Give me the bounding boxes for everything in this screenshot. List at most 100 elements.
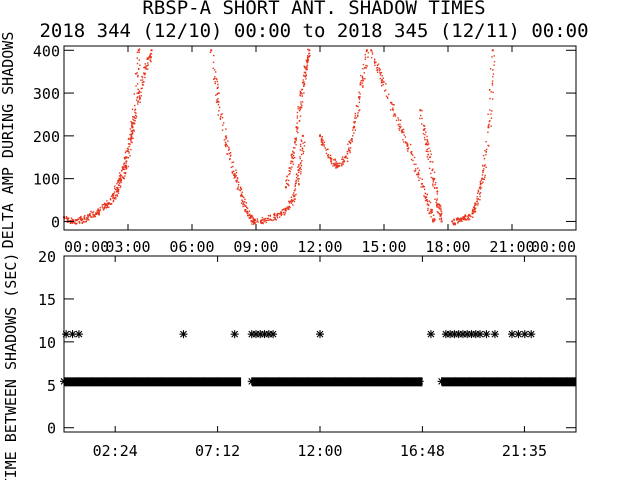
delta-amp-point [298, 163, 300, 166]
upper-asterisk [269, 330, 278, 339]
delta-amp-point [468, 218, 471, 220]
delta-amp-point [217, 83, 219, 86]
delta-amp-point [358, 97, 360, 99]
delta-amp-point [424, 192, 426, 194]
delta-amp-point [341, 158, 343, 160]
delta-amp-point [134, 122, 136, 125]
delta-amp-point [424, 196, 426, 198]
delta-amp-point [371, 51, 373, 53]
delta-amp-point [397, 117, 399, 119]
delta-amp-point [114, 185, 116, 187]
delta-amp-point [215, 77, 217, 80]
delta-amp-point [301, 140, 303, 142]
delta-amp-point [265, 221, 267, 224]
delta-amp-point [306, 56, 309, 59]
delta-amp-point [373, 60, 376, 62]
delta-amp-point [303, 81, 305, 83]
delta-amp-point [109, 199, 112, 201]
delta-amp-point [252, 217, 254, 219]
delta-amp-point [261, 222, 263, 224]
delta-amp-point [350, 139, 352, 141]
delta-amp-point [242, 202, 245, 204]
delta-amp-point [430, 172, 432, 175]
delta-amp-point [399, 123, 401, 125]
delta-amp-point [116, 194, 118, 196]
delta-amp-point [236, 188, 238, 190]
delta-amp-point [472, 212, 474, 215]
delta-amp-ytick-label: 0 [51, 213, 60, 231]
delta-amp-point [439, 204, 441, 206]
delta-amp-point [218, 110, 220, 112]
delta-amp-point [365, 49, 368, 52]
delta-amp-point [135, 115, 138, 118]
delta-amp-point [88, 219, 90, 221]
delta-amp-point [431, 211, 433, 213]
delta-amp-point [432, 214, 435, 216]
delta-amp-point [129, 128, 132, 130]
delta-amp-point [287, 207, 289, 209]
delta-amp-point [423, 195, 425, 197]
delta-amp-point [430, 208, 432, 211]
delta-amp-point [381, 81, 383, 83]
delta-amp-point [118, 184, 121, 186]
delta-amp-point [112, 199, 115, 202]
delta-amp-point [479, 193, 481, 195]
delta-amp-point [135, 112, 137, 114]
delta-amp-point [386, 96, 389, 99]
delta-amp-point [118, 175, 121, 177]
delta-amp-point [290, 162, 292, 164]
delta-amp-point [224, 141, 227, 143]
delta-amp-point [428, 212, 431, 214]
delta-amp-point [406, 142, 408, 144]
delta-amp-point [130, 136, 132, 138]
delta-amp-point [346, 153, 349, 155]
delta-amp-point [476, 196, 478, 198]
baseline-asterisk [275, 377, 284, 386]
delta-amp-point [361, 82, 364, 84]
delta-amp-point [288, 208, 290, 210]
delta-amp-point [218, 106, 221, 109]
delta-amp-point [321, 144, 323, 146]
delta-amp-point [122, 167, 125, 169]
delta-amp-point [275, 219, 277, 221]
delta-amp-point [273, 216, 275, 219]
baseline-asterisk [521, 377, 530, 386]
delta-amp-point [436, 186, 438, 189]
delta-amp-point [267, 215, 270, 217]
delta-amp-point [280, 213, 282, 215]
delta-amp-point [426, 200, 429, 203]
delta-amp-point [417, 171, 420, 174]
delta-amp-point [491, 110, 493, 112]
delta-amp-point [133, 119, 135, 122]
delta-amp-point [431, 210, 433, 212]
baseline-asterisk [158, 377, 166, 386]
delta-amp-point [84, 221, 86, 223]
delta-amp-point [367, 52, 370, 54]
time-between-ytick-label: 15 [38, 291, 56, 309]
delta-amp-point [485, 154, 487, 156]
delta-amp-point [491, 84, 494, 86]
delta-amp-point [489, 120, 491, 122]
delta-amp-point [459, 218, 461, 221]
delta-amp-point [346, 160, 349, 162]
delta-amp-point [456, 219, 458, 221]
delta-amp-point [236, 177, 239, 180]
delta-amp-point [386, 97, 389, 99]
delta-amp-point [302, 142, 304, 144]
delta-amp-point [410, 143, 412, 146]
delta-amp-point [126, 160, 128, 162]
delta-amp-point [371, 53, 374, 55]
delta-amp-point [136, 92, 138, 94]
delta-amp-point [233, 177, 235, 179]
delta-amp-point [410, 158, 413, 161]
delta-amp-point [417, 176, 419, 178]
delta-amp-point [293, 194, 296, 197]
delta-amp-point [395, 119, 398, 122]
time-between-plot-frame [63, 255, 577, 433]
delta-amp-point [270, 219, 272, 221]
delta-amp-point [124, 164, 126, 166]
delta-amp-point [292, 147, 295, 149]
delta-amp-point [483, 154, 485, 157]
delta-amp-point [296, 128, 298, 130]
